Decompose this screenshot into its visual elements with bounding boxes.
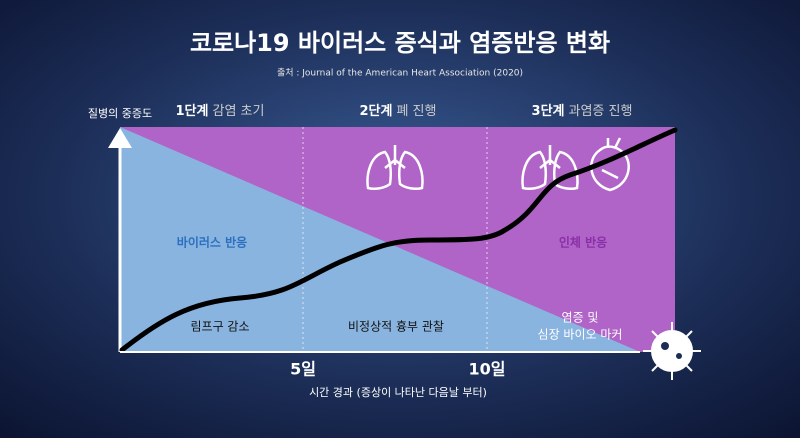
finding-label: 림프구 감소 [190,320,249,334]
stage-label: 3단계 과염증 진행 [532,103,633,119]
source: 출처 : Journal of the American Heart Assoc… [277,67,523,79]
x-tick-label: 10일 [469,360,506,379]
stage-name: 폐 진행 [396,103,436,119]
heart-icon [590,137,630,192]
stage-name: 과염증 진행 [569,103,633,119]
x-tick-label: 5일 [290,360,316,379]
stage-number: 3단계 [532,103,565,119]
stage-label: 1단계 감염 초기 [176,103,265,119]
virus-icon [643,322,701,380]
region-label: 바이러스 반응 [177,235,247,250]
severity-curve [119,127,678,353]
stage-label: 2단계 폐 진행 [360,103,437,119]
finding-label: 염증 및 [562,311,599,325]
stage-number: 2단계 [360,103,393,119]
stage-name: 감염 초기 [212,104,264,119]
x-axis-label: 시간 경과 (증상이 나타난 다음날 부터) [309,386,487,399]
finding-label: 심장 바이오 마커 [538,328,623,342]
lung-icon [521,145,579,191]
y-axis-arrow [108,128,132,148]
y-axis-label: 질병의 중증도 [88,107,152,120]
finding-label: 비정상적 흉부 관찰 [348,320,444,334]
region-label: 인체 반응 [559,235,607,250]
title: 코로나19 바이러스 증식과 염증반응 변화 [190,29,610,57]
lung-icon [366,145,424,191]
stage-number: 1단계 [176,103,209,119]
